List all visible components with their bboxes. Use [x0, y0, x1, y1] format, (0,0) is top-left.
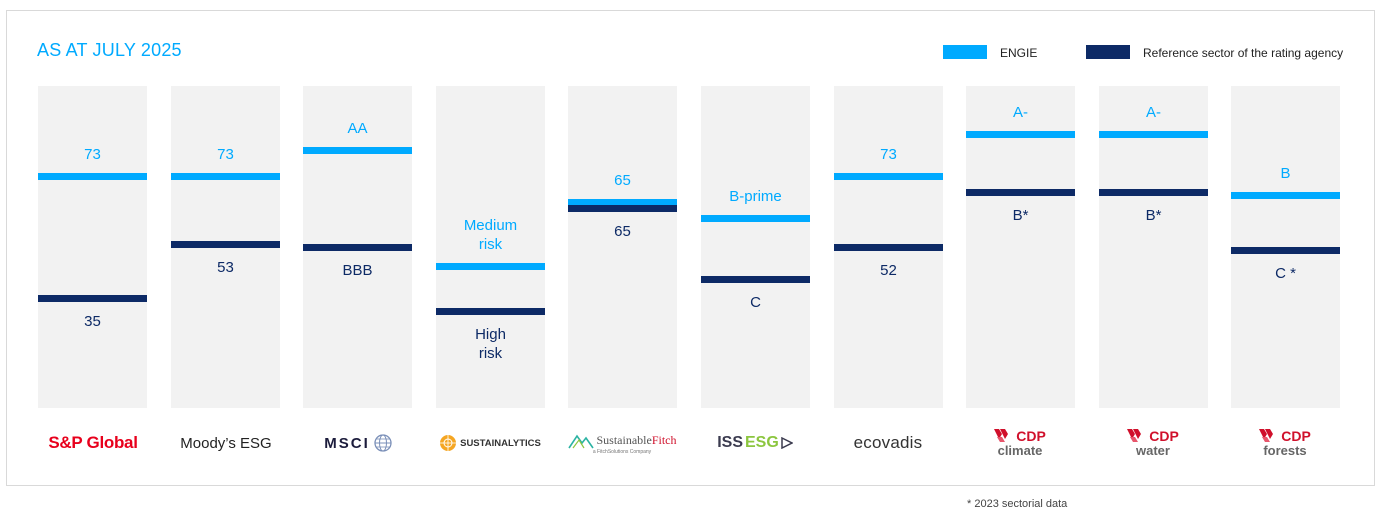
reference-score-bar [171, 241, 280, 248]
engie-score-bar [1231, 192, 1340, 199]
reference-score-label: B* [1145, 207, 1162, 224]
reference-score-label: C [750, 294, 761, 311]
reference-score-label: 65 [614, 223, 631, 240]
ecovadis-logo: ecovadis [822, 425, 954, 461]
reference-score-bar [303, 244, 412, 251]
reference-score-bar [966, 189, 1075, 196]
reference-score-label: High risk [475, 326, 506, 362]
legend-swatch-engie [943, 45, 987, 59]
cdp-climate-logo: CDP climate [954, 425, 1086, 461]
reference-score-bar [834, 244, 943, 251]
reference-score-label: BBB [342, 262, 373, 279]
chart-frame [6, 10, 1375, 486]
engie-score-label: Medium risk [463, 217, 518, 253]
reference-score-label: C * [1275, 265, 1296, 282]
rating-column: B C * [1231, 86, 1340, 408]
engie-score-label: 73 [84, 146, 101, 163]
engie-score-label: A- [1013, 104, 1028, 121]
engie-score-bar [303, 147, 412, 154]
reference-score-label: B* [1012, 207, 1029, 224]
engie-score-label: A- [1146, 104, 1161, 121]
engie-score-label: 65 [614, 172, 631, 189]
moodys-esg-logo-text: Moody’s ESG [180, 434, 272, 452]
engie-score-bar [568, 199, 677, 206]
sustainalytics-logo-text: SUSTAINALYTICS [460, 437, 541, 449]
engie-score-label: B [1280, 165, 1291, 182]
reference-score-bar [1231, 247, 1340, 254]
engie-score-label: 73 [880, 146, 897, 163]
reference-score-bar [436, 308, 545, 315]
sun-icon [440, 435, 457, 451]
rating-column: Medium risk High risk [436, 86, 545, 408]
cdp-logo-text: CDP [1281, 428, 1311, 444]
cdp-water-label: water [1136, 443, 1170, 458]
legend-swatch-reference [1086, 45, 1130, 59]
moodys-esg-logo: Moody’s ESG [160, 425, 292, 461]
engie-score-bar [38, 173, 147, 180]
reference-score-bar [701, 276, 810, 283]
rating-column: 73 53 [171, 86, 280, 408]
cdp-mark-icon [1259, 429, 1274, 442]
cdp-mark-icon [994, 429, 1009, 442]
sp-global-logo-text: S&P Global [48, 433, 138, 452]
play-icon [781, 437, 793, 449]
reference-score-bar [568, 205, 677, 212]
legend-label-reference: Reference sector of the rating agency [1143, 46, 1344, 60]
sp-global-logo: S&P Global [27, 425, 159, 461]
iss-esg-logo: ISS ESG [689, 425, 821, 461]
sustainalytics-logo: SUSTAINALYTICS [424, 425, 556, 461]
rating-column: A- B* [966, 86, 1075, 408]
esg-logo-text: ESG [745, 434, 779, 451]
cdp-water-logo: CDP water [1087, 425, 1219, 461]
rating-column: A- B* [1099, 86, 1208, 408]
engie-score-bar [171, 173, 280, 180]
mountain-icon [567, 434, 594, 449]
chart-title: AS AT JULY 2025 [37, 40, 182, 60]
engie-score-bar [701, 215, 810, 222]
rating-column: 65 65 [568, 86, 677, 408]
engie-score-bar [966, 131, 1075, 138]
cdp-logo-text: CDP [1149, 428, 1179, 444]
rating-column: AA BBB [303, 86, 412, 408]
msci-logo-text: MSCI [324, 434, 370, 452]
cdp-logo-text: CDP [1016, 428, 1046, 444]
cdp-forests-logo: CDP forests [1219, 425, 1351, 461]
fitch-logo-subtitle: a FitchSolutions Company [592, 449, 652, 455]
reference-score-bar [1099, 189, 1208, 196]
iss-logo-text: ISS [717, 434, 743, 451]
sustainable-fitch-logo: SustainableFitch a FitchSolutions Compan… [556, 425, 688, 461]
footnote: * 2023 sectorial data [967, 498, 1068, 510]
rating-column: 73 35 [38, 86, 147, 408]
fitch-logo-text-a: Sustainable [596, 432, 652, 447]
legend-label-engie: ENGIE [1000, 46, 1038, 60]
reference-score-bar [38, 295, 147, 302]
engie-score-label: AA [347, 120, 368, 137]
cdp-climate-label: climate [997, 443, 1043, 458]
ecovadis-logo-text: ecovadis [853, 433, 923, 452]
globe-icon [374, 434, 392, 452]
msci-logo: MSCI [292, 425, 424, 461]
reference-score-label: 35 [84, 313, 101, 330]
rating-column: B-prime C [701, 86, 810, 408]
reference-score-label: 52 [880, 262, 897, 279]
reference-score-label: 53 [217, 259, 234, 276]
engie-score-label: 73 [217, 146, 234, 163]
cdp-forests-label: forests [1263, 443, 1307, 458]
engie-score-bar [1099, 131, 1208, 138]
rating-column: 73 52 [834, 86, 943, 408]
fitch-logo-text-b: Fitch [651, 432, 677, 447]
engie-score-bar [436, 263, 545, 270]
engie-score-label: B-prime [729, 188, 782, 205]
engie-score-bar [834, 173, 943, 180]
cdp-mark-icon [1127, 429, 1142, 442]
